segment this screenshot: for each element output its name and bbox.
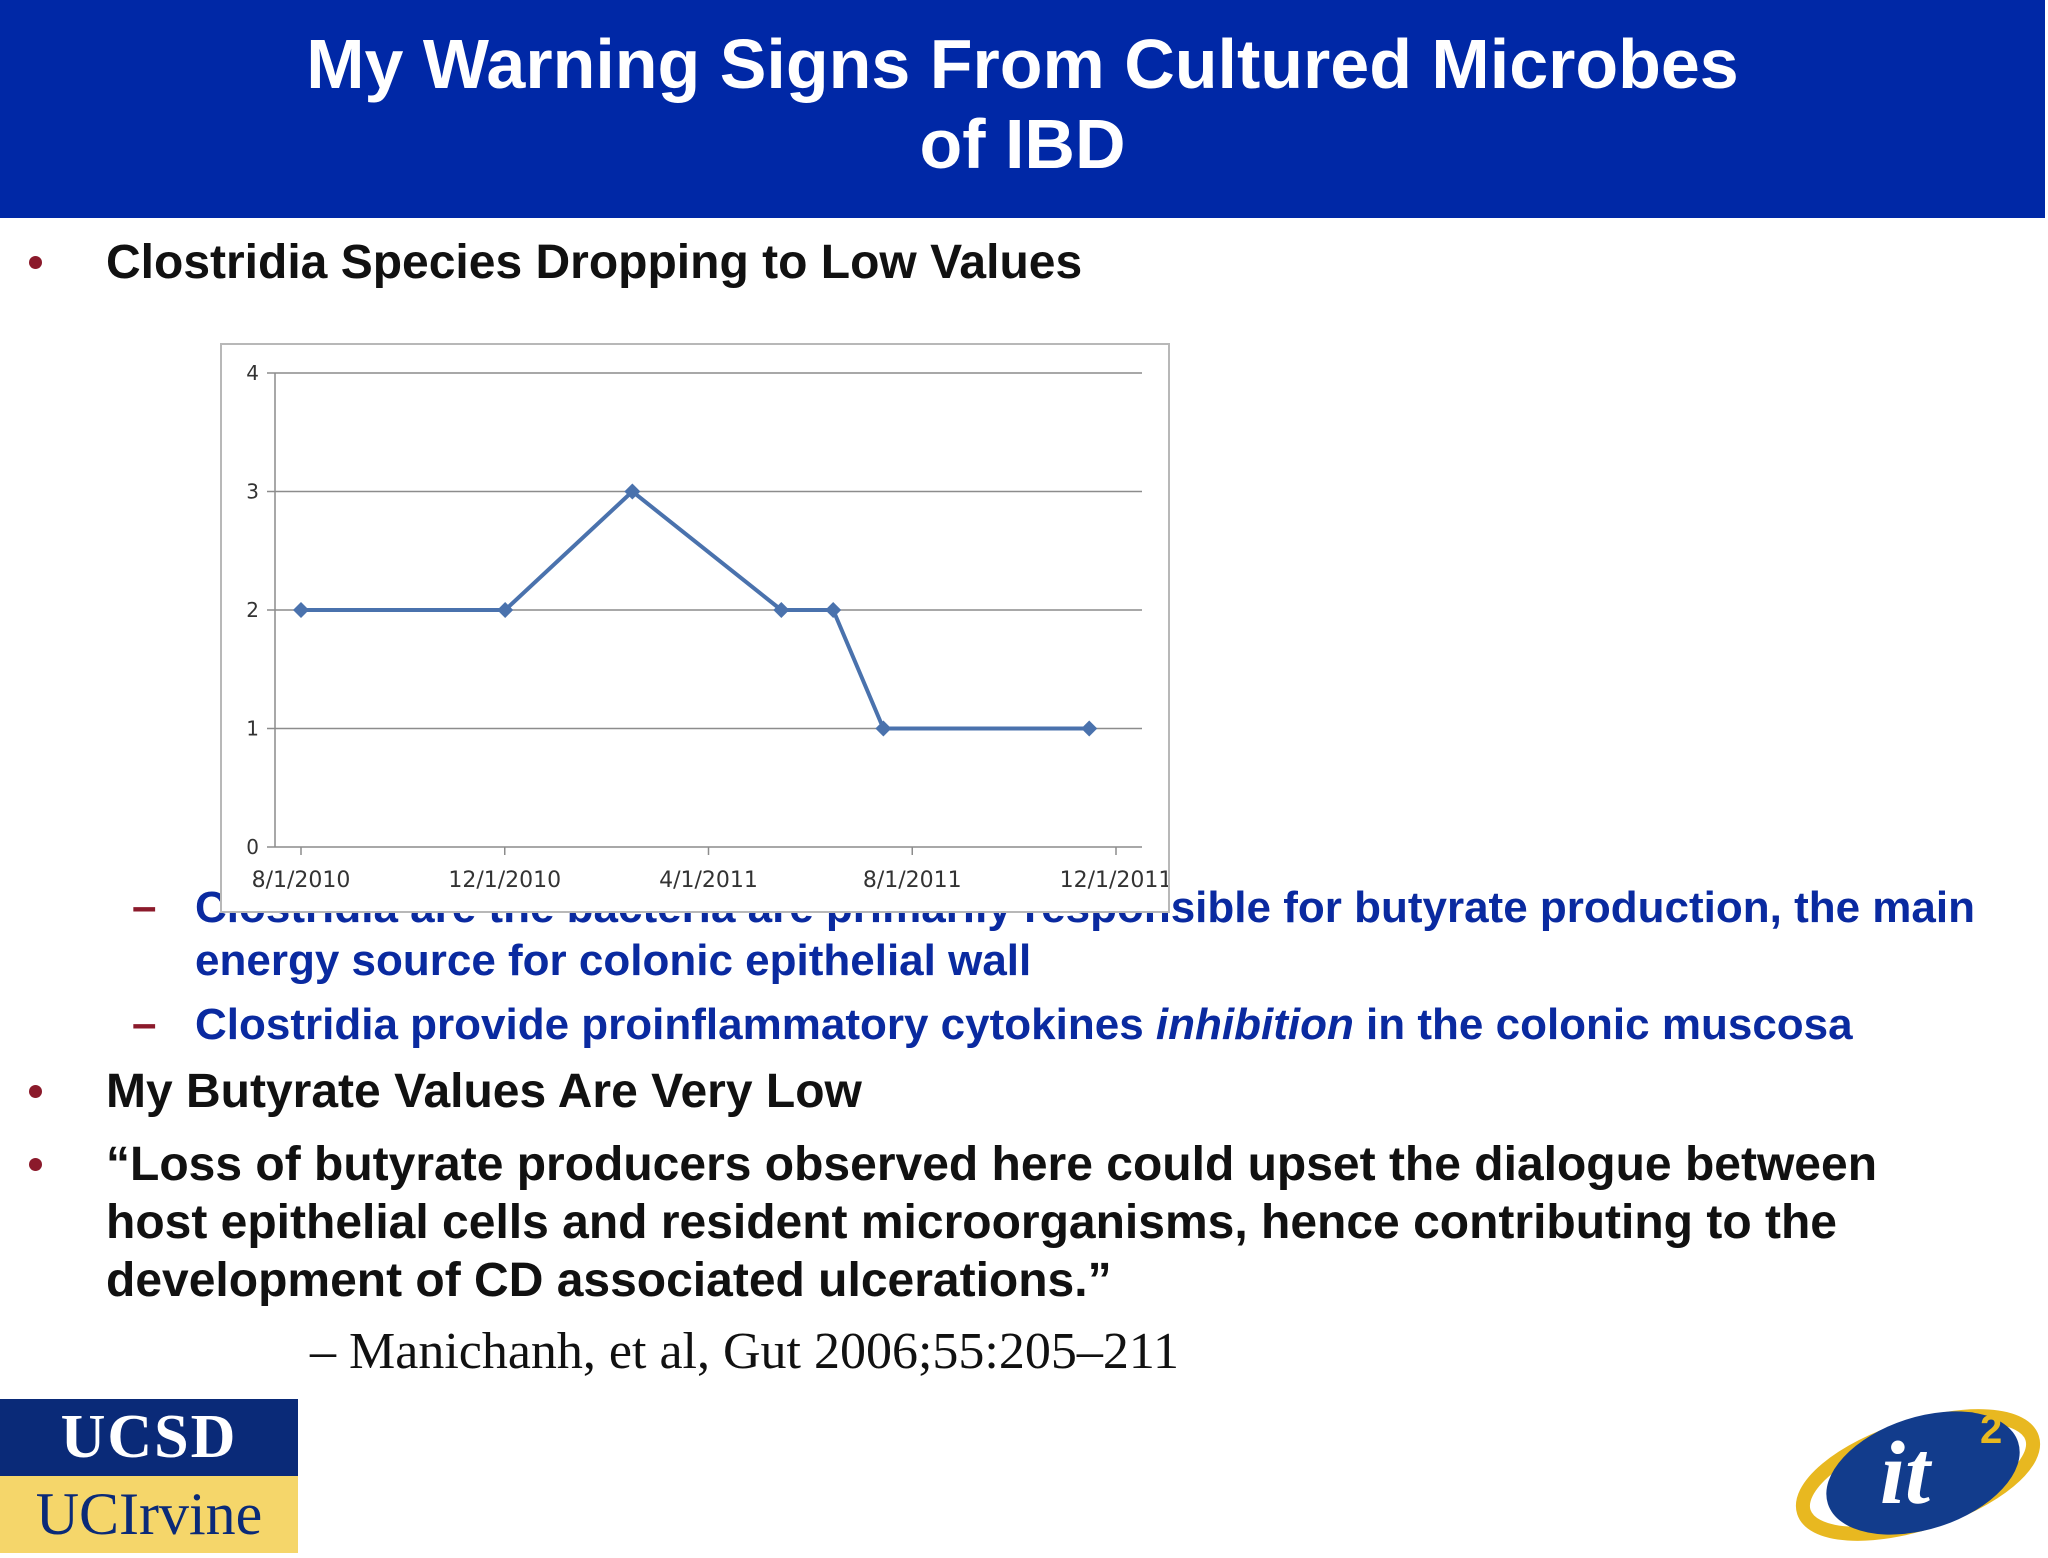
bullet-text: “Loss of butyrate producers observed her… <box>106 1138 1878 1307</box>
title-bar: My Warning Signs From Cultured Microbes … <box>0 0 2045 218</box>
it2-logo-mark: it 2 <box>1795 1408 2041 1541</box>
bullet-dot <box>29 1085 42 1098</box>
y-tick-label: 2 <box>246 598 259 622</box>
data-point-marker <box>825 602 842 618</box>
it2-logo: it 2 <box>1748 1395 2048 1553</box>
chart-svg: 0 1 2 3 4 8/1/2010 12/1/2010 4/1/2011 8/1/2011 12… <box>246 361 1168 893</box>
y-tick-label: 1 <box>246 717 259 741</box>
bullet-dot <box>29 256 42 269</box>
sub-bullet-dash: – <box>132 882 157 931</box>
citation-dash: – <box>310 1323 349 1380</box>
bullet-text: My Butyrate Values Are Very Low <box>106 1065 862 1118</box>
sub-bullet-dash: – <box>132 999 157 1048</box>
it2-blue-ellipse <box>1826 1411 2020 1535</box>
citation-text: Manichanh, et al, Gut 2006;55:205–211 <box>349 1323 1179 1380</box>
x-tick-label: 8/1/2011 <box>863 868 962 893</box>
x-tick-label: 8/1/2010 <box>252 868 351 893</box>
y-tick-label: 4 <box>246 361 259 385</box>
bullet-text: Clostridia Species Dropping to Low Value… <box>106 236 1083 289</box>
data-point-marker <box>875 720 892 737</box>
y-tick-label: 3 <box>246 480 259 504</box>
sub-bullet-text: Clostridia provide proinflammatory cytok… <box>195 998 2008 1051</box>
data-point-marker <box>624 483 641 500</box>
y-tick-label: 0 <box>246 835 259 859</box>
data-point-marker <box>497 602 514 618</box>
sub-bullet-text-before: Clostridia provide proinflammatory cytok… <box>195 1000 1156 1049</box>
ucsd-logo-text: UCSD <box>0 1399 298 1476</box>
uci-logo-text: UCIrvine <box>0 1476 298 1553</box>
data-point-marker <box>773 602 790 618</box>
x-tick-label: 12/1/2010 <box>448 868 561 893</box>
slide-title-line-2: of IBD <box>919 105 1126 183</box>
sub-bullet-text-italic: inhibition <box>1155 1000 1354 1049</box>
ucsd-uci-logo: UCSD UCIrvine <box>0 1399 298 1553</box>
it2-logo-sup: 2 <box>1980 1408 2002 1452</box>
clostridia-chart: 0 1 2 3 4 8/1/2010 12/1/2010 4/1/2011 8/1/2011 12… <box>220 343 1170 913</box>
x-tick-label: 4/1/2011 <box>659 868 758 893</box>
slide-title-line-1: My Warning Signs From Cultured Microbes <box>306 25 1739 103</box>
bullet-dot <box>29 1158 42 1171</box>
sub-bullet-text-after: in the colonic muscosa <box>1353 1000 1853 1049</box>
data-point-marker <box>1081 720 1098 737</box>
x-tick-label: 12/1/2011 <box>1060 868 1168 893</box>
citation: – Manichanh, et al, Gut 2006;55:205–211 <box>310 1322 1179 1382</box>
it2-logo-text: it <box>1880 1424 1933 1523</box>
data-point-marker <box>293 602 309 618</box>
